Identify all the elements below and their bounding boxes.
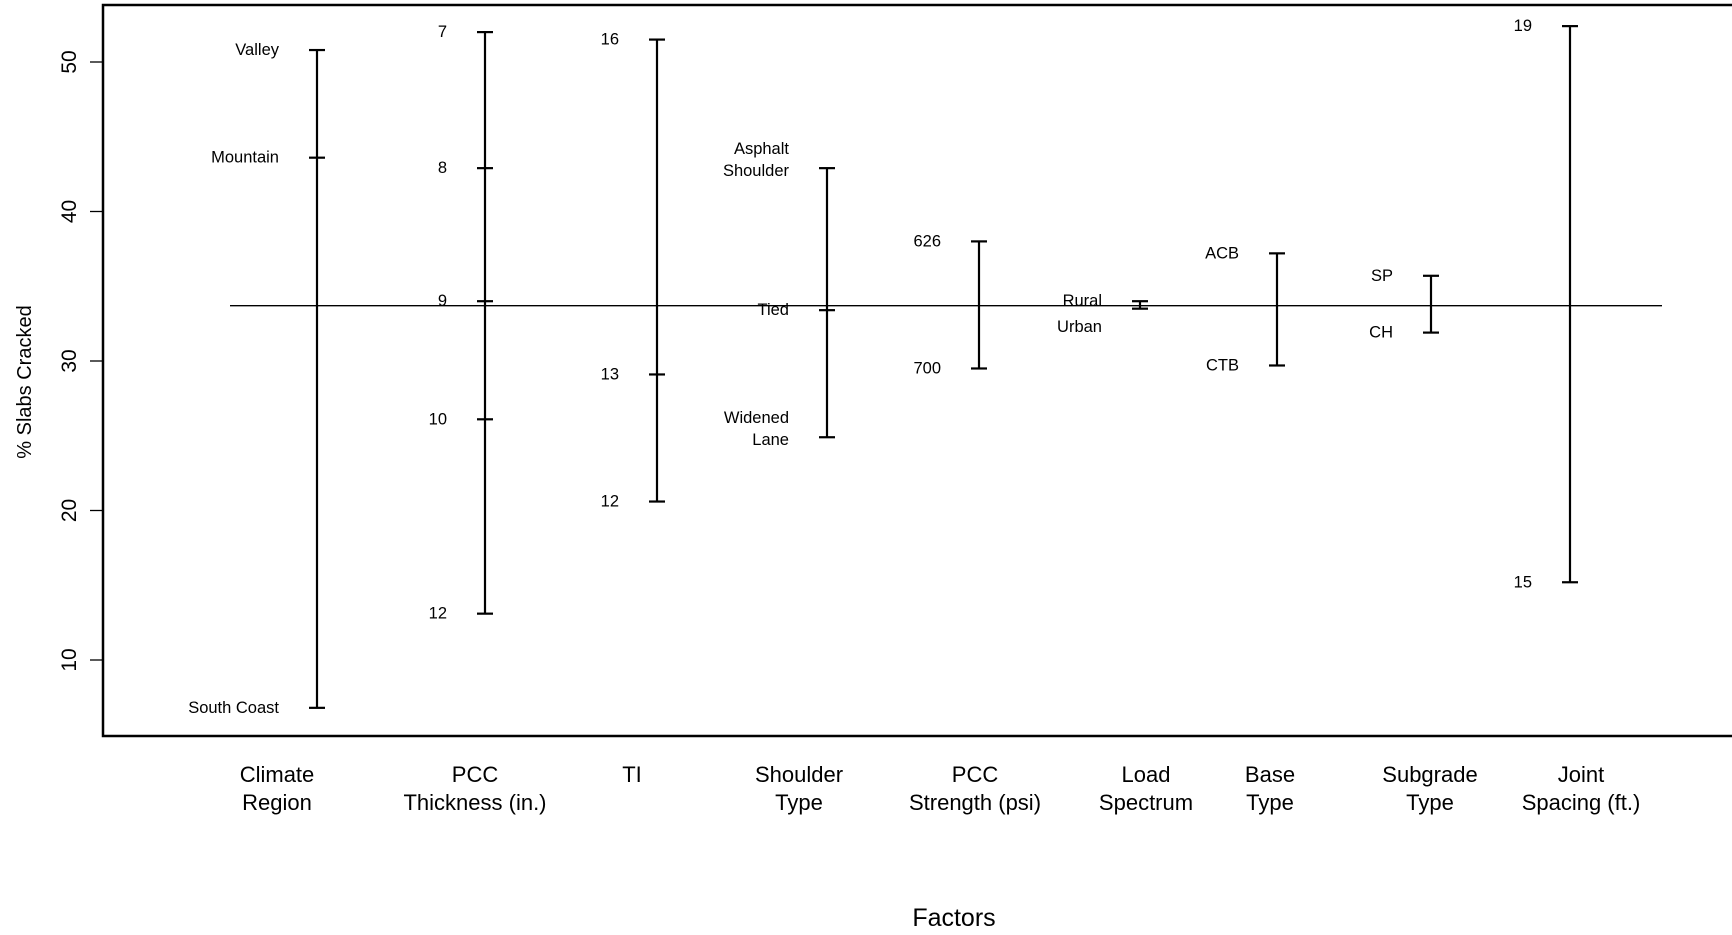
level-label: 626 xyxy=(913,232,941,250)
y-tick-label: 50 xyxy=(58,50,81,73)
level-label: Rural xyxy=(1063,292,1102,310)
y-tick-label: 40 xyxy=(58,200,81,223)
level-label: South Coast xyxy=(188,699,279,717)
factor-interval xyxy=(477,30,493,615)
factor-label: Subgrade Type xyxy=(1382,762,1477,815)
level-label: 19 xyxy=(1514,17,1532,35)
factor-intervals: Valley Mountain South Coast 7 8 9 10 12 16 13 12 As… xyxy=(188,17,1578,717)
factor-interval xyxy=(1562,25,1578,584)
y-tick-label: 20 xyxy=(58,499,81,522)
y-axis-title: % Slabs Cracked xyxy=(14,305,36,458)
level-label: SP xyxy=(1371,267,1393,285)
plot-frame xyxy=(101,3,1732,738)
level-label: 16 xyxy=(601,31,619,49)
factor-interval xyxy=(971,240,987,370)
level-label: 13 xyxy=(601,365,619,383)
level-label: 7 xyxy=(438,23,447,41)
level-label: 9 xyxy=(438,292,447,310)
y-axis: 10 20 30 40 50 xyxy=(58,50,103,672)
level-label: 700 xyxy=(913,359,941,377)
y-tick-label: 10 xyxy=(58,648,81,671)
level-label: 8 xyxy=(438,159,447,177)
level-label: ACB xyxy=(1205,244,1239,262)
level-label: 12 xyxy=(429,605,447,623)
level-label: Urban xyxy=(1057,318,1102,336)
level-label: CH xyxy=(1369,324,1393,342)
level-label: 10 xyxy=(429,410,447,428)
level-labels: Valley Mountain South Coast 7 8 9 10 12 16 13 12 As… xyxy=(188,17,1532,717)
level-label: 15 xyxy=(1514,573,1532,591)
factor-labels: Climate Region PCC Thickness (in.) TI Shoulde… xyxy=(240,762,1641,815)
factor-interval xyxy=(649,38,665,503)
factor-interval xyxy=(1423,274,1439,334)
level-label: Tied xyxy=(758,301,790,319)
factor-label: TI xyxy=(622,762,642,787)
factor-interval xyxy=(1269,252,1285,367)
level-label: Widened Lane xyxy=(724,409,789,449)
level-label: CTB xyxy=(1206,356,1239,374)
factor-label: Base Type xyxy=(1245,762,1295,815)
level-label: 12 xyxy=(601,493,619,511)
factor-label: Load Spectrum xyxy=(1099,762,1193,815)
factor-label: Climate Region xyxy=(240,762,315,815)
factor-label: PCC Strength (psi) xyxy=(909,762,1041,815)
factor-label: Joint Spacing (ft.) xyxy=(1522,762,1641,815)
y-tick-label: 30 xyxy=(58,349,81,372)
x-axis-title: Factors xyxy=(912,904,995,932)
factor-interval xyxy=(819,167,835,439)
level-label: Asphalt Shoulder xyxy=(723,140,790,180)
level-label: Mountain xyxy=(211,149,279,167)
factor-label: PCC Thickness (in.) xyxy=(403,762,546,815)
factor-interval xyxy=(309,48,325,709)
level-label: Valley xyxy=(235,41,279,59)
factor-label: Shoulder Type xyxy=(755,762,843,815)
factor-interval xyxy=(1132,300,1148,310)
